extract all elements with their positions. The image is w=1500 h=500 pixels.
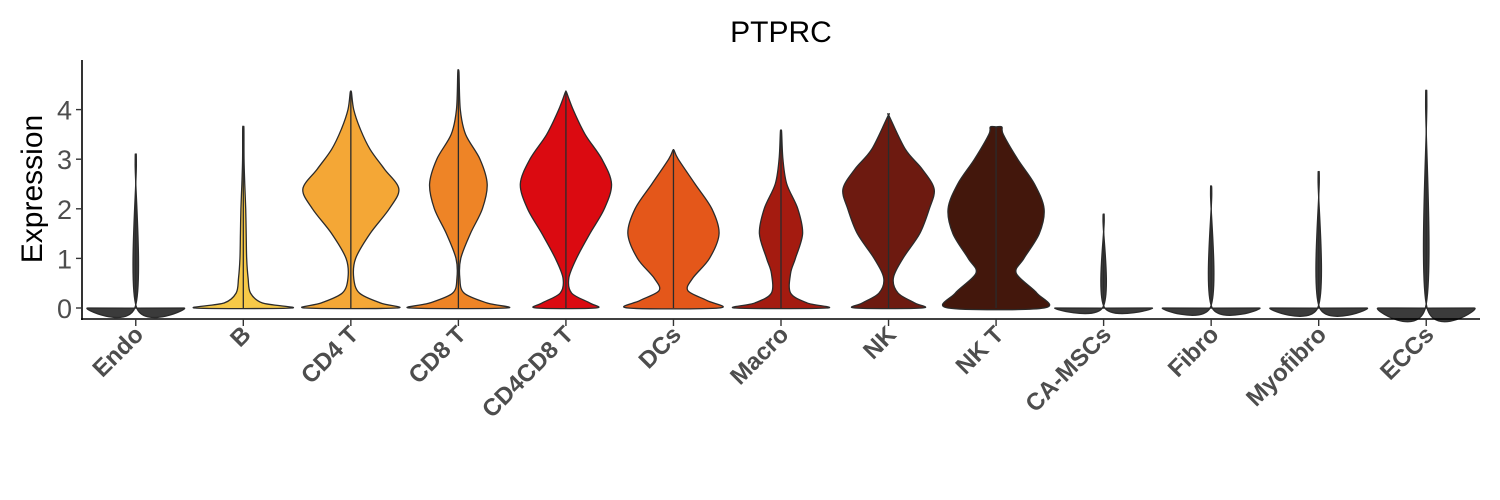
x-tick-label-macro: Macro <box>725 321 794 390</box>
x-ticks-layer: Endo B CD4 T CD8 T CD4CD8 T DCs Macro NK NK T CA-… <box>87 319 1439 423</box>
y-ticks-layer: 0 1 2 3 4 <box>57 96 82 324</box>
y-tick-label: 2 <box>57 195 72 225</box>
x-tick-label-cd4cd8-t: CD4CD8 T <box>477 321 579 423</box>
x-tick-label-fibro: Fibro <box>1163 321 1225 383</box>
y-tick-label: 4 <box>57 96 72 126</box>
x-tick-label-ca-mscs: CA-MSCs <box>1020 321 1116 417</box>
chart-title: PTPRC <box>730 16 832 49</box>
x-tick-label-cd4-t: CD4 T <box>296 321 364 389</box>
x-tick-label-dcs: DCs <box>634 321 687 374</box>
y-tick-label: 1 <box>57 244 72 274</box>
y-tick-label: 3 <box>57 145 72 175</box>
x-tick-label-b: B <box>225 321 256 352</box>
x-tick-label-myofibro: Myofibro <box>1241 321 1332 412</box>
x-tick-label-endo: Endo <box>87 321 149 383</box>
x-tick-label-nk: NK <box>858 321 902 365</box>
violins-layer <box>86 69 1476 323</box>
y-tick-label: 0 <box>57 294 72 324</box>
x-tick-label-cd8-t: CD8 T <box>404 321 472 389</box>
x-tick-label-eccs: ECCs <box>1375 321 1439 385</box>
y-axis-label: Expression <box>16 115 49 263</box>
x-tick-label-nk-t: NK T <box>951 321 1010 380</box>
